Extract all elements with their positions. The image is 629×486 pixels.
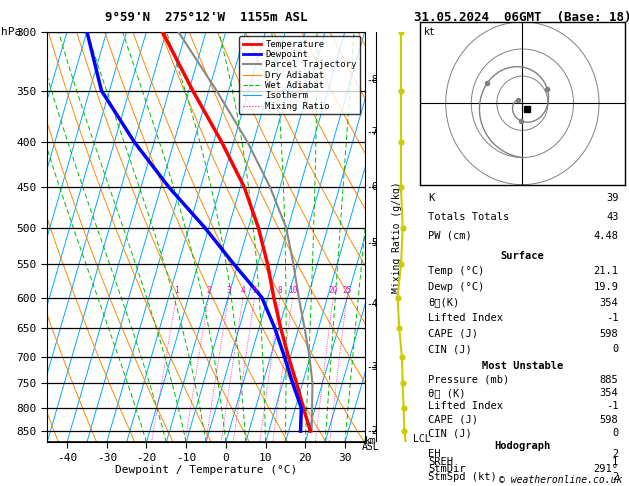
Text: Mixing Ratio (g/kg): Mixing Ratio (g/kg) bbox=[392, 181, 402, 293]
Point bbox=[396, 260, 406, 268]
Text: 43: 43 bbox=[606, 212, 618, 222]
Text: -5: -5 bbox=[367, 238, 379, 247]
Point bbox=[396, 183, 406, 191]
Text: 31.05.2024  06GMT  (Base: 18): 31.05.2024 06GMT (Base: 18) bbox=[414, 11, 629, 24]
Point bbox=[399, 427, 409, 435]
Point bbox=[398, 224, 408, 231]
Text: 4: 4 bbox=[241, 286, 245, 295]
Text: StmSpd (kt): StmSpd (kt) bbox=[428, 472, 497, 482]
Text: 25: 25 bbox=[342, 286, 352, 295]
Text: Dewp (°C): Dewp (°C) bbox=[428, 282, 484, 292]
Text: PW (cm): PW (cm) bbox=[428, 231, 472, 241]
Text: 21.1: 21.1 bbox=[594, 266, 618, 277]
Text: 354: 354 bbox=[599, 297, 618, 308]
Text: 20: 20 bbox=[328, 286, 338, 295]
Text: 291°: 291° bbox=[594, 465, 618, 474]
Text: 39: 39 bbox=[606, 192, 618, 203]
Point bbox=[392, 294, 403, 301]
Text: Surface: Surface bbox=[501, 251, 544, 260]
Text: CAPE (J): CAPE (J) bbox=[428, 415, 478, 425]
Text: 5: 5 bbox=[252, 286, 257, 295]
Text: km: km bbox=[365, 436, 376, 446]
Text: -6: -6 bbox=[367, 182, 379, 192]
Text: StmDir: StmDir bbox=[428, 465, 466, 474]
Text: 2: 2 bbox=[206, 286, 211, 295]
Text: θᴄ(K): θᴄ(K) bbox=[428, 297, 460, 308]
Text: Most Unstable: Most Unstable bbox=[482, 361, 563, 371]
Text: CIN (J): CIN (J) bbox=[428, 428, 472, 438]
Text: -2: -2 bbox=[367, 426, 379, 436]
Text: © weatheronline.co.uk: © weatheronline.co.uk bbox=[499, 475, 623, 485]
Text: CIN (J): CIN (J) bbox=[428, 345, 472, 354]
Text: Hodograph: Hodograph bbox=[494, 441, 550, 451]
Text: θᴄ (K): θᴄ (K) bbox=[428, 388, 466, 398]
Text: 19.9: 19.9 bbox=[594, 282, 618, 292]
Text: ASL: ASL bbox=[362, 442, 379, 452]
Text: hPa: hPa bbox=[1, 27, 21, 36]
Text: -4: -4 bbox=[367, 299, 379, 309]
Point bbox=[396, 28, 406, 35]
Point bbox=[396, 138, 406, 146]
Text: -7: -7 bbox=[367, 127, 379, 137]
Text: CAPE (J): CAPE (J) bbox=[428, 329, 478, 339]
Text: Pressure (mb): Pressure (mb) bbox=[428, 375, 509, 385]
Text: 3: 3 bbox=[226, 286, 231, 295]
Text: 2: 2 bbox=[612, 449, 618, 459]
Point bbox=[401, 443, 411, 451]
Text: -3: -3 bbox=[367, 363, 379, 372]
Text: Temp (°C): Temp (°C) bbox=[428, 266, 484, 277]
Text: 0: 0 bbox=[612, 428, 618, 438]
Text: Lifted Index: Lifted Index bbox=[428, 401, 503, 412]
Text: 885: 885 bbox=[599, 375, 618, 385]
Text: K: K bbox=[428, 192, 435, 203]
Text: 1: 1 bbox=[174, 286, 179, 295]
Text: EH: EH bbox=[428, 449, 441, 459]
Text: kt: kt bbox=[425, 27, 436, 37]
Text: LCL: LCL bbox=[413, 434, 431, 444]
Text: 8: 8 bbox=[278, 286, 282, 295]
X-axis label: Dewpoint / Temperature (°C): Dewpoint / Temperature (°C) bbox=[115, 466, 297, 475]
Text: 598: 598 bbox=[599, 329, 618, 339]
Point bbox=[396, 87, 406, 95]
Text: 598: 598 bbox=[599, 415, 618, 425]
Text: 1: 1 bbox=[612, 457, 618, 467]
Text: 0: 0 bbox=[612, 345, 618, 354]
Text: 354: 354 bbox=[599, 388, 618, 398]
Text: 9°59'N  275°12'W  1155m ASL: 9°59'N 275°12'W 1155m ASL bbox=[105, 11, 307, 24]
Point bbox=[394, 324, 404, 332]
Text: -8: -8 bbox=[367, 75, 379, 85]
Text: 4.48: 4.48 bbox=[594, 231, 618, 241]
Text: Lifted Index: Lifted Index bbox=[428, 313, 503, 323]
Point bbox=[397, 353, 407, 361]
Text: Totals Totals: Totals Totals bbox=[428, 212, 509, 222]
Point bbox=[399, 404, 409, 412]
Text: 2: 2 bbox=[612, 472, 618, 482]
Text: 10: 10 bbox=[288, 286, 297, 295]
Text: -1: -1 bbox=[606, 313, 618, 323]
Text: SREH: SREH bbox=[428, 457, 454, 467]
Text: -1: -1 bbox=[606, 401, 618, 412]
Point bbox=[398, 379, 408, 387]
Legend: Temperature, Dewpoint, Parcel Trajectory, Dry Adiabat, Wet Adiabat, Isotherm, Mi: Temperature, Dewpoint, Parcel Trajectory… bbox=[239, 36, 360, 114]
